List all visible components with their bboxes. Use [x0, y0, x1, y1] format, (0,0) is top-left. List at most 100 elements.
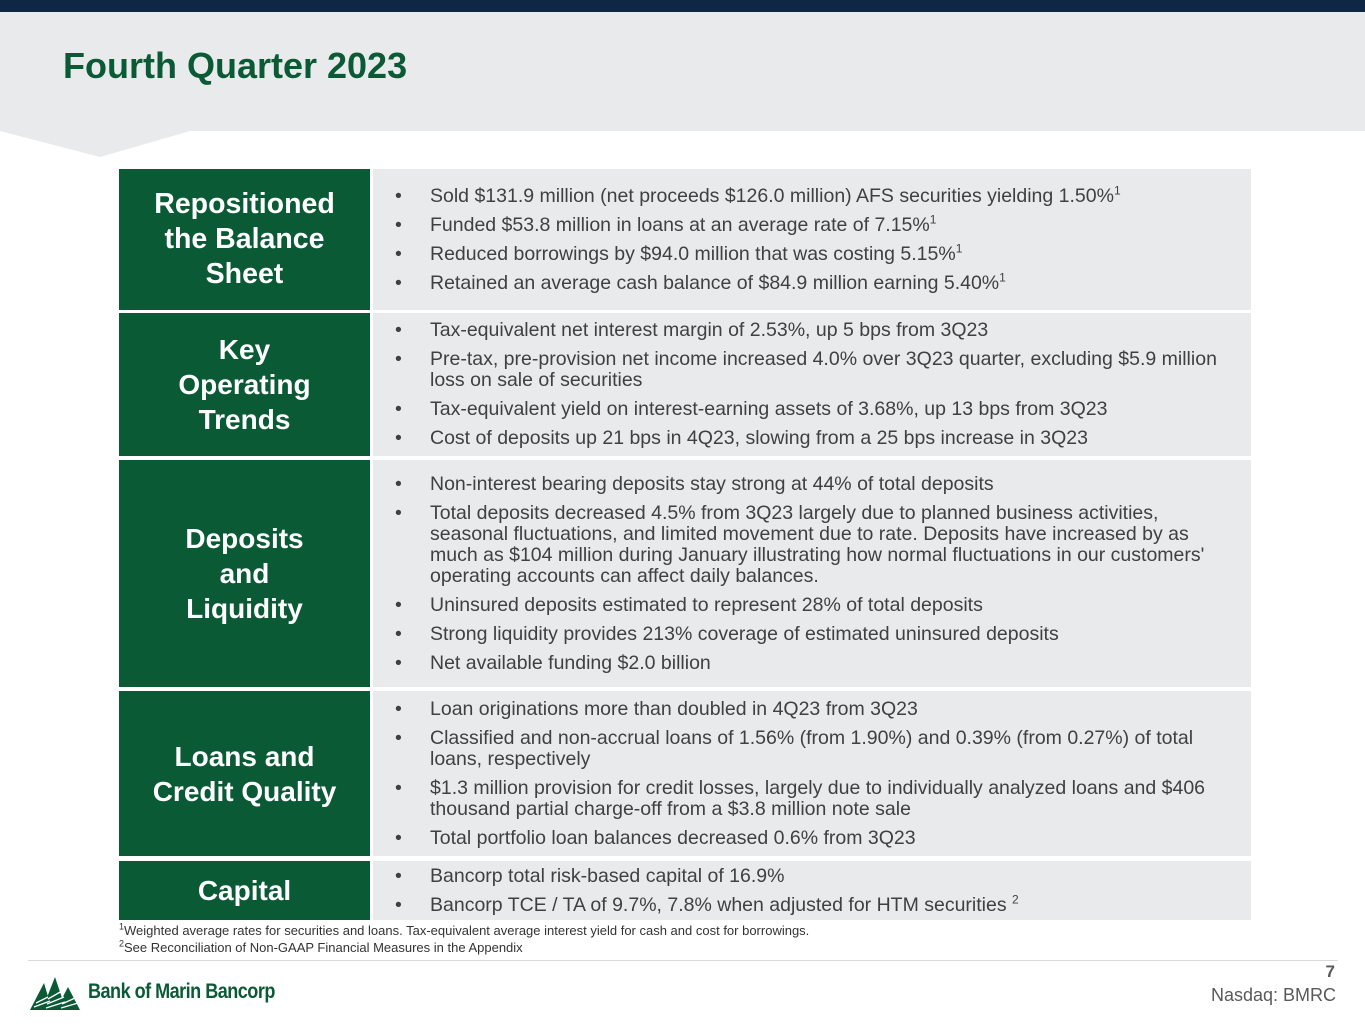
bullet-text: Total deposits decreased 4.5% from 3Q23 …: [430, 501, 1205, 587]
footnote-ref: 1: [929, 212, 937, 226]
bullet-item: • Loan originations more than doubled in …: [395, 697, 1221, 720]
footnote-2: 2See Reconciliation of Non-GAAP Financia…: [119, 939, 809, 956]
bullet-item: • Uninsured deposits estimated to represe…: [395, 593, 1221, 616]
bullet-text: Bancorp TCE / TA of 9.7%, 7.8% when adju…: [430, 893, 1013, 916]
section-key-operating-trends: Key Operating Trends • Tax-equivalent net…: [119, 313, 1251, 456]
bullet-item: • Tax-equivalent yield on interest-earnin…: [395, 399, 1221, 420]
footnote-ref: 1: [999, 270, 1006, 284]
bullet-text: Tax-equivalent yield on interest-earning…: [430, 398, 1108, 420]
section-loans-credit-quality: Loans and Credit Quality • Loan originati…: [119, 691, 1251, 856]
section-label-line: and: [219, 558, 270, 589]
bullet-list: • Sold $131.9 million (net proceeds $126.…: [395, 183, 1221, 294]
section-label-line: Sheet: [205, 258, 284, 290]
bullet-item: • Net available funding $2.0 billion: [395, 651, 1221, 674]
section-label-line: Loans and: [174, 740, 315, 772]
bullet-dot: •: [395, 271, 402, 294]
footnote-ref: 1: [1113, 183, 1121, 197]
section-label: Key Operating Trends: [119, 313, 370, 456]
bullet-text: Pre-tax, pre-provision net income increa…: [430, 348, 1217, 391]
footnote-ref: 1: [955, 241, 963, 255]
title-band-notch: [0, 131, 190, 157]
section-capital: Capital • Bancorp total risk-based capita…: [119, 861, 1251, 920]
bullet-item: • Non-interest bearing deposits stay stro…: [395, 472, 1221, 495]
bullet-dot: •: [395, 398, 402, 420]
section-label-line: Key: [218, 334, 271, 365]
section-label-line: the Balance: [164, 223, 325, 255]
bullet-text: Reduced borrowings by $94.0 million that…: [430, 242, 956, 265]
logo-text: Bank of Marin Bancorp: [88, 980, 275, 1003]
bullet-list: • Tax-equivalent net interest margin of 2…: [395, 320, 1221, 449]
footnote-mark: 1: [119, 921, 125, 932]
section-body: • Sold $131.9 million (net proceeds $126.…: [373, 169, 1251, 310]
bullet-dot: •: [395, 697, 402, 720]
bullet-dot: •: [395, 593, 402, 616]
bullet-item: • Tax-equivalent net interest margin of 2…: [395, 320, 1221, 341]
bullet-list: • Non-interest bearing deposits stay stro…: [395, 472, 1221, 674]
section-label-line: Trends: [198, 404, 291, 435]
bullet-item: • Retained an average cash balance of $84…: [395, 270, 1221, 294]
bullet-item: • Total portfolio loan balances decreased…: [395, 826, 1221, 849]
bullet-list: • Bancorp total risk-based capital of 16.…: [395, 864, 1221, 916]
title-band: [0, 12, 1365, 131]
bullet-dot: •: [395, 622, 402, 645]
bullet-dot: •: [395, 427, 402, 449]
bullet-text: Loan originations more than doubled in 4…: [430, 697, 918, 720]
bullet-dot: •: [395, 864, 402, 887]
bullet-dot: •: [395, 184, 402, 207]
bullet-text: Cost of deposits up 21 bps in 4Q23, slow…: [430, 427, 1088, 449]
trees-logo-icon: [30, 977, 80, 1010]
bullet-text: $1.3 million provision for credit losses…: [430, 776, 1206, 820]
bullet-text: Non-interest bearing deposits stay stron…: [430, 472, 994, 495]
footnote-text: Weighted average rates for securities an…: [124, 923, 810, 938]
section-label: Capital: [119, 861, 370, 920]
page-number: 7: [1325, 962, 1335, 981]
section-body: • Tax-equivalent net interest margin of 2…: [373, 313, 1251, 456]
footnote-text: See Reconciliation of Non-GAAP Financial…: [124, 940, 523, 955]
footnote-ref: 2: [1012, 892, 1019, 906]
top-accent-bar: [0, 0, 1365, 12]
footnote-mark: 2: [119, 938, 125, 949]
bank-logo: Bank of Marin Bancorp: [28, 972, 305, 1012]
bullet-text: Bancorp total risk-based capital of 16.9…: [430, 864, 785, 887]
bullet-text: Net available funding $2.0 billion: [430, 651, 711, 674]
bullet-text: Tax-equivalent net interest margin of 2.…: [430, 319, 989, 341]
bullet-dot: •: [395, 826, 402, 849]
footnotes: 1Weighted average rates for securities a…: [119, 922, 809, 956]
bullet-list: • Loan originations more than doubled in …: [395, 697, 1221, 849]
bullet-dot: •: [395, 348, 402, 370]
section-label: Repositioned the Balance Sheet: [119, 169, 370, 310]
bullet-item: • Sold $131.9 million (net proceeds $126.…: [395, 183, 1221, 207]
bullet-text: Classified and non-accrual loans of 1.56…: [430, 726, 1194, 770]
section-label-line: Repositioned: [154, 188, 335, 220]
ticker-label: Nasdaq: BMRC: [1210, 985, 1336, 1005]
bullet-dot: •: [395, 893, 402, 916]
section-label-line: Deposits: [185, 523, 304, 554]
bullet-dot: •: [395, 776, 402, 799]
bullet-item: • Bancorp TCE / TA of 9.7%, 7.8% when adj…: [395, 892, 1221, 916]
bullet-dot: •: [395, 651, 402, 674]
footnote-1: 1Weighted average rates for securities a…: [119, 922, 809, 939]
bullet-dot: •: [395, 213, 402, 236]
bullet-item: • Cost of deposits up 21 bps in 4Q23, slo…: [395, 428, 1221, 449]
bullet-text: Sold $131.9 million (net proceeds $126.0…: [430, 184, 1114, 207]
bullet-dot: •: [395, 472, 402, 495]
bullet-item: • Total deposits decreased 4.5% from 3Q23…: [395, 501, 1221, 587]
bullet-text: Uninsured deposits estimated to represen…: [430, 593, 983, 616]
section-deposits-liquidity: Deposits and Liquidity • Non-interest bea…: [119, 460, 1251, 687]
bullet-item: • Reduced borrowings by $94.0 million tha…: [395, 241, 1221, 265]
section-label: Loans and Credit Quality: [119, 691, 370, 856]
bullet-dot: •: [395, 242, 402, 265]
bullet-item: • Pre-tax, pre-provision net income incre…: [395, 349, 1221, 391]
bullet-dot: •: [395, 501, 402, 524]
bullet-item: • Strong liquidity provides 213% coverage…: [395, 622, 1221, 645]
bullet-text: Retained an average cash balance of $84.…: [430, 271, 1000, 294]
bullet-dot: •: [395, 319, 402, 341]
section-body: • Bancorp total risk-based capital of 16.…: [373, 861, 1251, 920]
bullet-text: Total portfolio loan balances decreased …: [430, 826, 916, 849]
bullet-item: • $1.3 million provision for credit losse…: [395, 776, 1221, 820]
section-label-line: Capital: [197, 875, 292, 906]
bullet-text: Funded $53.8 million in loans at an aver…: [430, 213, 930, 236]
footer-divider: [28, 960, 1338, 961]
page-title: Fourth Quarter 2023: [63, 45, 408, 86]
bullet-item: • Bancorp total risk-based capital of 16.…: [395, 864, 1221, 887]
